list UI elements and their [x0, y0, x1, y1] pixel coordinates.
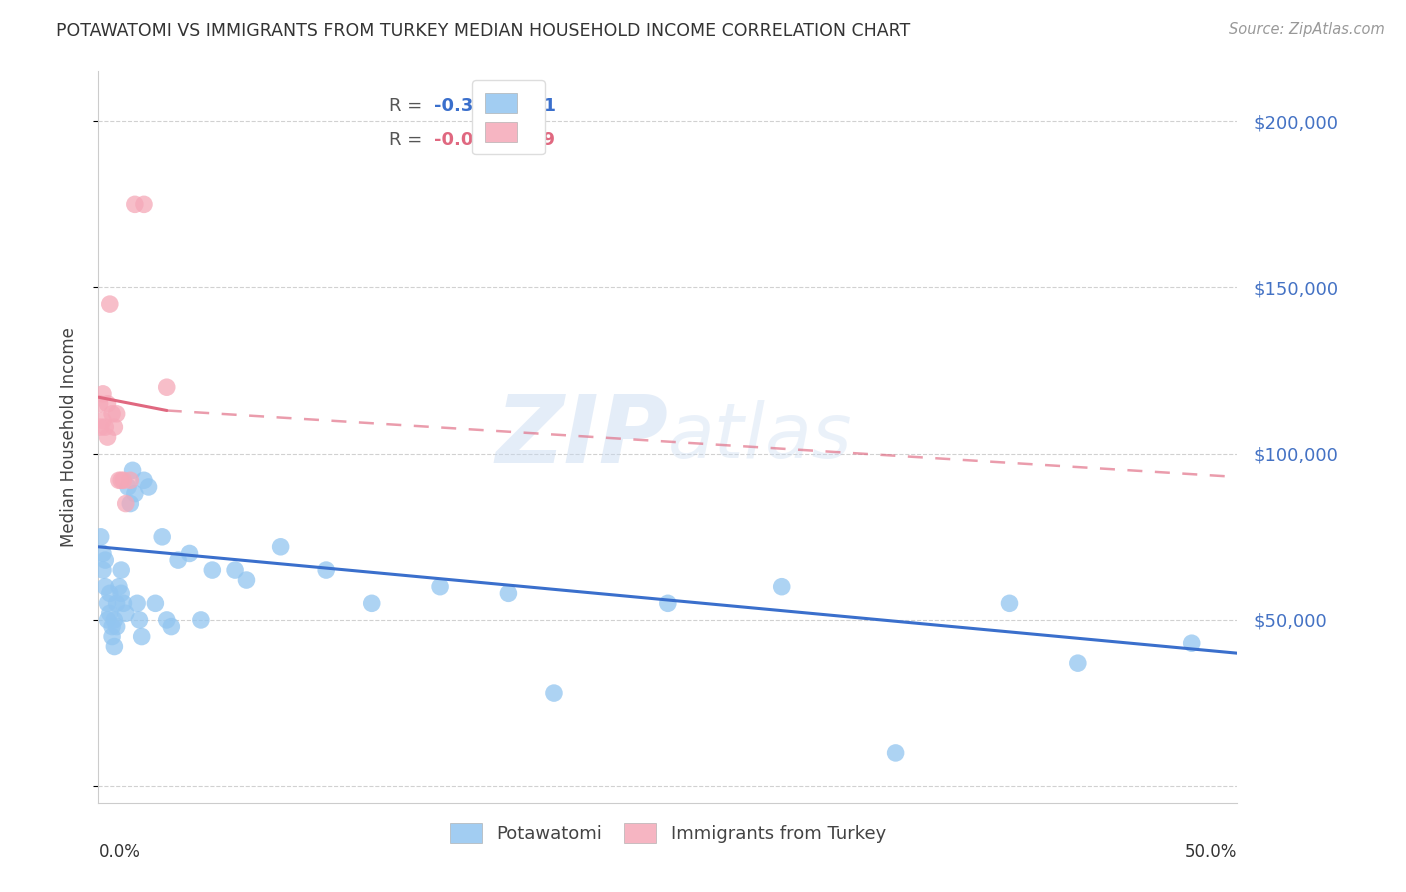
Point	[498, 586, 520, 600]
Point	[91, 563, 114, 577]
Point	[91, 387, 114, 401]
Point	[108, 580, 131, 594]
Point	[138, 480, 160, 494]
Point	[179, 546, 201, 560]
Point	[105, 407, 128, 421]
Point	[114, 497, 136, 511]
Point	[156, 380, 179, 394]
Point	[657, 596, 679, 610]
Text: ZIP: ZIP	[495, 391, 668, 483]
Point	[101, 619, 124, 633]
Point	[121, 463, 143, 477]
Point	[131, 630, 153, 644]
Point	[96, 397, 118, 411]
Text: atlas: atlas	[668, 401, 852, 474]
Point	[110, 586, 132, 600]
Point	[201, 563, 224, 577]
Point	[124, 197, 146, 211]
Point	[105, 596, 128, 610]
Point	[91, 413, 114, 427]
Text: 51: 51	[531, 97, 557, 115]
Text: R =: R =	[389, 97, 433, 115]
Text: R =: R =	[389, 131, 433, 149]
Point	[117, 480, 139, 494]
Point	[224, 563, 246, 577]
Point	[96, 430, 118, 444]
Text: POTAWATOMI VS IMMIGRANTS FROM TURKEY MEDIAN HOUSEHOLD INCOME CORRELATION CHART: POTAWATOMI VS IMMIGRANTS FROM TURKEY MED…	[56, 22, 911, 40]
Point	[132, 473, 155, 487]
Point	[127, 596, 149, 610]
Point	[114, 607, 136, 621]
Point	[91, 546, 114, 560]
Point	[89, 397, 111, 411]
Text: N =: N =	[491, 131, 548, 149]
Point	[998, 596, 1021, 610]
Point	[98, 607, 121, 621]
Point	[103, 640, 125, 654]
Point	[98, 297, 121, 311]
Point	[190, 613, 212, 627]
Text: N =: N =	[491, 97, 548, 115]
Point	[156, 613, 179, 627]
Y-axis label: Median Household Income: Median Household Income	[59, 327, 77, 547]
Text: -0.038: -0.038	[434, 131, 499, 149]
Point	[101, 407, 124, 421]
Point	[150, 530, 173, 544]
Point	[90, 530, 112, 544]
Point	[103, 420, 125, 434]
Point	[132, 197, 155, 211]
Point	[101, 630, 124, 644]
Text: 50.0%: 50.0%	[1185, 843, 1237, 861]
Point	[770, 580, 793, 594]
Point	[105, 619, 128, 633]
Point	[120, 473, 142, 487]
Point	[160, 619, 183, 633]
Point	[108, 473, 131, 487]
Point	[235, 573, 257, 587]
Point	[96, 613, 118, 627]
Text: 0.0%: 0.0%	[98, 843, 141, 861]
Text: -0.351: -0.351	[434, 97, 499, 115]
Point	[110, 473, 132, 487]
Point	[110, 563, 132, 577]
Point	[112, 596, 135, 610]
Point	[128, 613, 150, 627]
Point	[360, 596, 382, 610]
Point	[167, 553, 190, 567]
Point	[270, 540, 292, 554]
Point	[98, 586, 121, 600]
Point	[94, 580, 117, 594]
Point	[94, 553, 117, 567]
Point	[94, 420, 117, 434]
Point	[429, 580, 451, 594]
Point	[1181, 636, 1204, 650]
Point	[90, 420, 112, 434]
Point	[315, 563, 337, 577]
Text: Source: ZipAtlas.com: Source: ZipAtlas.com	[1229, 22, 1385, 37]
Point	[145, 596, 167, 610]
Point	[1067, 656, 1090, 670]
Point	[884, 746, 907, 760]
Point	[103, 613, 125, 627]
Point	[112, 473, 135, 487]
Point	[120, 497, 142, 511]
Point	[96, 596, 118, 610]
Point	[543, 686, 565, 700]
Text: 19: 19	[531, 131, 557, 149]
Legend: Potawatomi, Immigrants from Turkey: Potawatomi, Immigrants from Turkey	[437, 811, 898, 856]
Point	[124, 486, 146, 500]
